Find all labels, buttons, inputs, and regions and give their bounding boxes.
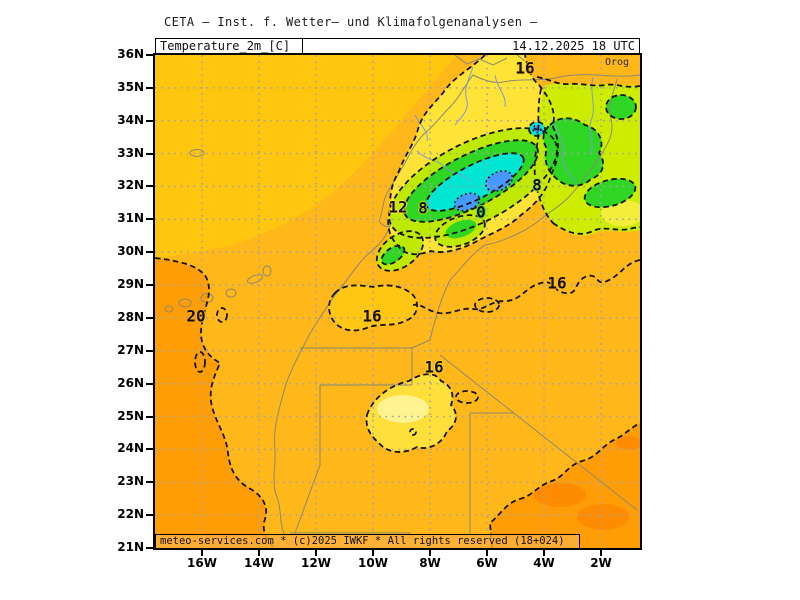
temperature-map-svg [155, 55, 640, 548]
lat-tick [146, 185, 154, 188]
map-canvas [153, 53, 642, 550]
lon-tick [543, 550, 545, 556]
temperature-field [155, 55, 640, 548]
lon-label: 16W [187, 556, 217, 570]
contour-label: 12 [388, 197, 408, 217]
lon-label: 14W [244, 556, 274, 570]
lat-label: 24N [117, 441, 144, 456]
lat-tick [146, 284, 154, 287]
lon-tick [486, 550, 488, 556]
lon-label: 6W [476, 556, 498, 570]
contour-label: 16 [362, 306, 382, 326]
lat-tick [146, 448, 154, 451]
lon-tick [600, 550, 602, 556]
lat-tick [146, 316, 154, 319]
contour-lines [155, 55, 640, 548]
header-divider [302, 39, 303, 54]
contour-label: 20 [186, 306, 206, 326]
lat-tick [146, 349, 154, 352]
contour-label: 16 [515, 58, 535, 78]
lon-label: 8W [419, 556, 441, 570]
lat-tick [146, 54, 154, 56]
lat-label: 31N [117, 211, 144, 226]
lat-tick [146, 86, 154, 89]
contour-label: 8 [532, 175, 542, 195]
lat-tick [146, 382, 154, 385]
lat-tick [146, 514, 154, 517]
contour-label: 8 [418, 198, 428, 218]
lat-tick [146, 251, 154, 254]
lat-tick [146, 415, 154, 418]
lat-tick [146, 547, 154, 549]
lat-tick [146, 119, 154, 122]
datetime-label: 14.12.2025 18 UTC [512, 39, 635, 53]
lat-label: 34N [117, 112, 144, 127]
lat-label: 29N [117, 277, 144, 292]
contour-lines-dotted [453, 124, 542, 212]
lon-label: 10W [358, 556, 388, 570]
geography-lines [164, 55, 640, 548]
lat-label: 32N [117, 178, 144, 193]
contour-label: 0 [476, 202, 486, 222]
lat-label: 26N [117, 375, 144, 390]
lat-label: 33N [117, 145, 144, 160]
lat-label: 27N [117, 342, 144, 357]
lat-tick [146, 481, 154, 484]
lon-label: 4W [533, 556, 555, 570]
orography-label: Orog [605, 57, 630, 68]
lat-tick [146, 218, 154, 221]
lat-label: 21N [117, 540, 144, 554]
lat-tick [146, 152, 154, 155]
graticule-grid [155, 55, 640, 548]
contour-label: 16 [547, 273, 567, 293]
contour-label: 16 [424, 357, 444, 377]
lon-tick [258, 550, 260, 556]
lat-label: 30N [117, 244, 144, 259]
lat-label: 22N [117, 507, 144, 522]
lon-tick [201, 550, 203, 556]
lat-label: 36N [117, 47, 144, 61]
variable-label: Temperature_2m_[C] [160, 39, 291, 53]
lat-label: 35N [117, 79, 144, 94]
lon-label: 2W [590, 556, 612, 570]
country-borders [290, 78, 638, 548]
coastline [164, 55, 640, 548]
lat-label: 25N [117, 408, 144, 423]
credit-box: meteo-services.com * (c)2025 IWKF * All … [155, 534, 580, 549]
lat-label: 28N [117, 309, 144, 324]
page-title: CETA — Inst. f. Wetter— und Klimafolgena… [164, 15, 538, 29]
lat-label: 23N [117, 474, 144, 489]
lon-tick [315, 550, 317, 556]
lon-label: 12W [301, 556, 331, 570]
lon-tick [429, 550, 431, 556]
lon-tick [372, 550, 374, 556]
